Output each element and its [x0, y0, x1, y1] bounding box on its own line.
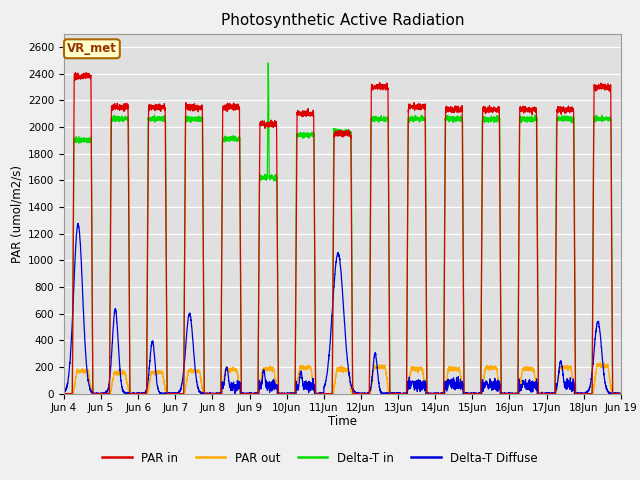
- Delta-T in: [616, 391, 624, 396]
- PAR out: [499, 391, 506, 396]
- X-axis label: Time: Time: [328, 415, 357, 428]
- Delta-T Diffuse: [60, 389, 68, 395]
- PAR out: [467, 391, 475, 396]
- Delta-T in: [617, 391, 625, 396]
- PAR in: [72, 70, 79, 75]
- PAR out: [616, 391, 624, 396]
- PAR in: [499, 391, 507, 396]
- Delta-T Diffuse: [322, 378, 330, 384]
- PAR in: [322, 391, 330, 396]
- Delta-T Diffuse: [499, 391, 507, 396]
- PAR in: [436, 391, 444, 396]
- PAR out: [436, 391, 444, 396]
- PAR out: [596, 360, 604, 365]
- Delta-T in: [322, 391, 330, 396]
- Delta-T Diffuse: [468, 391, 476, 396]
- Delta-T Diffuse: [617, 391, 625, 396]
- Line: Delta-T Diffuse: Delta-T Diffuse: [64, 224, 621, 394]
- PAR out: [160, 380, 168, 386]
- PAR in: [467, 391, 475, 396]
- Delta-T Diffuse: [74, 221, 82, 227]
- PAR out: [322, 391, 330, 396]
- PAR in: [616, 391, 624, 396]
- PAR out: [617, 391, 625, 396]
- Delta-T in: [436, 391, 444, 396]
- Line: PAR in: PAR in: [64, 72, 621, 394]
- PAR in: [617, 391, 625, 396]
- Legend: PAR in, PAR out, Delta-T in, Delta-T Diffuse: PAR in, PAR out, Delta-T in, Delta-T Dif…: [97, 447, 543, 469]
- Delta-T Diffuse: [616, 391, 624, 396]
- PAR in: [161, 104, 168, 109]
- PAR out: [60, 391, 68, 396]
- Line: Delta-T in: Delta-T in: [64, 63, 621, 394]
- Line: PAR out: PAR out: [64, 362, 621, 394]
- Delta-T in: [499, 391, 507, 396]
- Title: Photosynthetic Active Radiation: Photosynthetic Active Radiation: [221, 13, 464, 28]
- Delta-T in: [60, 391, 68, 396]
- Delta-T in: [467, 391, 475, 396]
- Text: VR_met: VR_met: [67, 42, 117, 55]
- Delta-T in: [264, 60, 272, 66]
- PAR in: [60, 391, 68, 396]
- Delta-T Diffuse: [90, 391, 98, 396]
- Delta-T Diffuse: [161, 391, 168, 396]
- Delta-T in: [160, 117, 168, 122]
- Y-axis label: PAR (umol/m2/s): PAR (umol/m2/s): [11, 165, 24, 263]
- Delta-T Diffuse: [436, 390, 444, 396]
